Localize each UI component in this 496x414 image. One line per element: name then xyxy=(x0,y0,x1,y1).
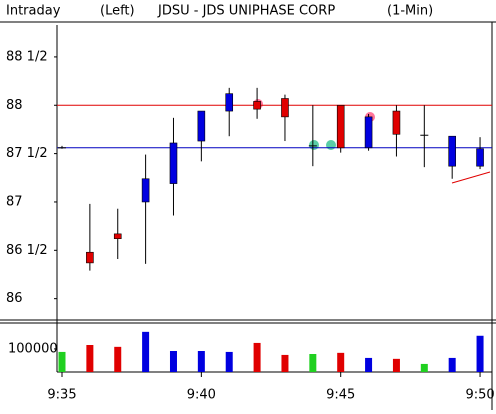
candle-body xyxy=(253,101,261,110)
volume-bar xyxy=(392,358,400,372)
x-tick-label: 9:50 xyxy=(465,388,494,403)
chart-title: JDSU - JDS UNIPHASE CORP xyxy=(157,4,335,19)
y-tick-label: 86 xyxy=(6,291,23,306)
volume-bar xyxy=(337,352,345,372)
volume-bar xyxy=(309,354,317,372)
candle-body xyxy=(86,251,94,264)
y-tick-label: 86 1/2 xyxy=(6,243,48,258)
marker xyxy=(326,140,336,150)
y-tick-label: 88 xyxy=(6,98,23,113)
x-tick-label: 9:35 xyxy=(47,388,76,403)
candle-body xyxy=(448,135,456,167)
candle-body xyxy=(476,148,484,167)
axis-side: (Left) xyxy=(100,4,135,19)
volume-bar xyxy=(197,351,205,372)
candle-body xyxy=(197,110,206,142)
candle-body xyxy=(392,110,401,135)
candle-body xyxy=(169,142,178,184)
volume-bar xyxy=(142,331,150,372)
candle-body xyxy=(225,93,234,112)
x-tick-label: 9:40 xyxy=(187,388,216,403)
y-tick-label: 88 1/2 xyxy=(6,49,48,64)
candle-body xyxy=(364,116,373,149)
volume-bar xyxy=(86,345,94,372)
candle-body xyxy=(336,104,345,149)
y-tick-label: 87 1/2 xyxy=(6,146,48,161)
candle-body xyxy=(113,233,122,240)
volume-bar xyxy=(114,346,122,372)
trend-line xyxy=(451,171,491,184)
candle-body xyxy=(281,98,289,118)
volume-bar xyxy=(225,351,233,372)
interval: (1-Min) xyxy=(387,4,433,19)
volume-bar xyxy=(448,357,456,372)
x-tick-label: 9:45 xyxy=(326,388,355,403)
y-tick-label: 100000 xyxy=(8,341,58,356)
volume-bar xyxy=(281,354,289,372)
volume-bar xyxy=(365,357,373,372)
volume-bar xyxy=(253,342,261,372)
candle-body xyxy=(141,178,150,203)
volume-bar xyxy=(58,351,66,372)
volume-bar xyxy=(420,363,428,372)
y-tick-label: 87 xyxy=(6,194,23,209)
volume-bar xyxy=(476,335,484,372)
marker xyxy=(309,140,319,150)
panel-label: Intraday xyxy=(6,4,61,19)
volume-bar xyxy=(169,351,177,372)
